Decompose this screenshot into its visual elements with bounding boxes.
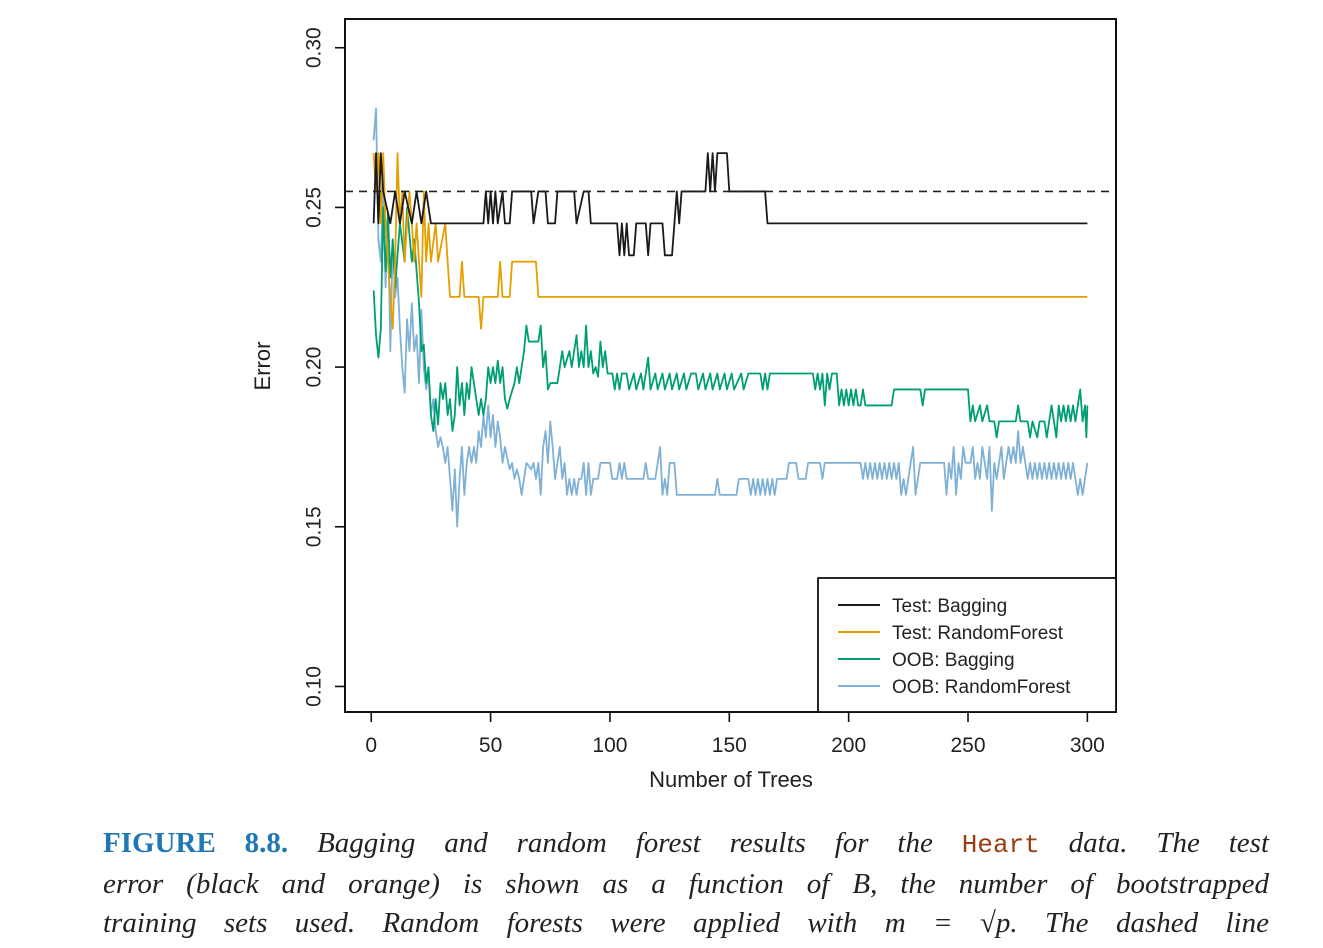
legend-label: OOB: Bagging [892,650,1015,671]
figure-label: FIGURE 8.8. [103,827,289,859]
caption-text-1a: Bagging and random forest results for th… [317,827,933,859]
caption-text-1b: data. The test [1068,827,1270,859]
y-tick-label: 0.30 [303,27,326,68]
dataset-name: Heart [961,830,1040,860]
y-tick-label: 0.10 [303,666,326,707]
caption-line-2: error (black and orange) is shown as a f… [103,868,1269,900]
series-line-test-randomforest [372,152,1088,330]
series-line-test-bagging [372,152,1088,257]
x-tick-label: 150 [712,734,747,757]
x-tick-label: 300 [1070,734,1105,757]
y-axis: 0.10 0.15 0.20 0.25 0.30 [303,27,345,707]
x-tick-label: 0 [365,734,377,757]
y-tick-label: 0.15 [303,506,326,547]
series-line-oob-bagging [372,206,1089,439]
x-tick-label: 250 [950,734,985,757]
series-layer [372,107,1089,528]
legend-label: OOB: RandomForest [892,677,1071,698]
legend-label: Test: RandomForest [892,623,1064,644]
x-axis-title: Number of Trees [649,767,813,792]
y-tick-label: 0.25 [303,187,326,228]
error-vs-trees-chart: 0.100.150.200.250.30 0 50 100 150 200 250 300 … [250,18,1117,792]
legend-box [817,577,1117,713]
x-tick-label: 50 [479,734,502,757]
x-tick-label: 200 [831,734,866,757]
y-axis-title: Error [250,342,275,391]
plot-frame [344,18,1117,713]
caption-line-1: FIGURE 8.8. Bagging and random forest re… [103,824,1269,865]
legend-label: Test: Bagging [892,596,1007,617]
x-axis: 0 50 100 150 200 250 300 [365,712,1105,757]
legend: Test: Bagging Test: RandomForest OOB: Bagg… [817,577,1117,713]
figure-caption: FIGURE 8.8. Bagging and random forest re… [103,824,1269,943]
y-tick-label: 0.20 [303,347,326,388]
caption-line-3: training sets used. Random forests were … [103,907,1269,939]
series-line-oob-randomforest [372,107,1089,528]
x-tick-label: 100 [592,734,627,757]
